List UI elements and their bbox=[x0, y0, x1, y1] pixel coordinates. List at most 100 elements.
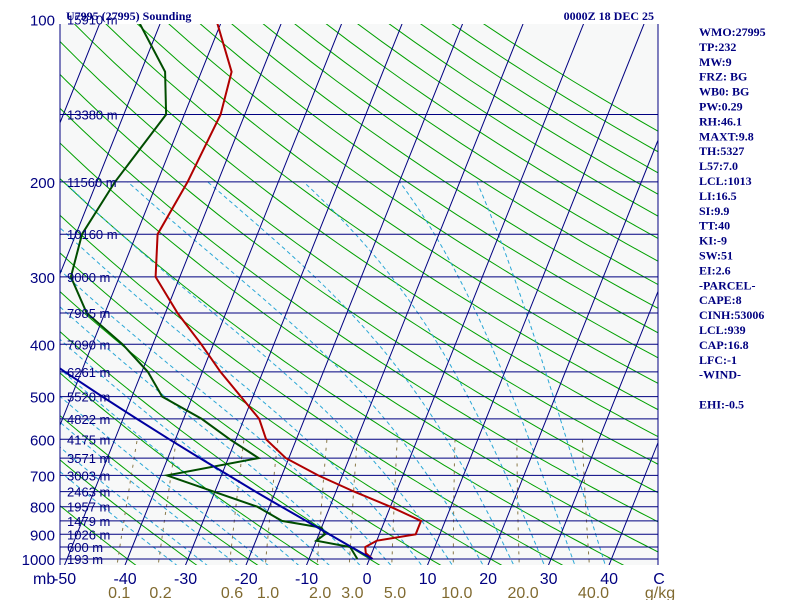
height-label: 600 m bbox=[67, 540, 103, 555]
temperature-tick-label: -40 bbox=[114, 571, 137, 588]
index-item: -PARCEL- bbox=[699, 278, 755, 292]
dry-adiabat bbox=[60, 459, 198, 565]
height-label: 5520 m bbox=[67, 390, 110, 405]
dry-adiabat bbox=[60, 214, 564, 565]
index-item: L57:7.0 bbox=[699, 159, 738, 173]
profile-lines bbox=[60, 24, 423, 560]
index-item: PW:0.29 bbox=[699, 100, 743, 114]
dry-adiabat bbox=[231, 24, 658, 309]
temperature-tick-label: -10 bbox=[295, 571, 318, 588]
temperature-profile bbox=[154, 24, 423, 560]
temperature-tick-label: -30 bbox=[174, 571, 197, 588]
moist-adiabat bbox=[63, 181, 453, 565]
moist-adiabat bbox=[476, 181, 606, 565]
height-label: 1026 m bbox=[67, 527, 110, 542]
parcel-profile bbox=[60, 367, 373, 560]
isotherm bbox=[487, 138, 658, 565]
background-grid bbox=[0, 20, 658, 571]
temperature-unit-label: C bbox=[653, 571, 665, 588]
dry-adiabat bbox=[60, 290, 442, 565]
mixing-ratio-tick-label: 40.0 bbox=[578, 585, 609, 600]
pressure-tick-label: 200 bbox=[30, 175, 55, 192]
height-label: 9000 m bbox=[67, 270, 110, 285]
index-item: FRZ: BG bbox=[699, 70, 747, 84]
mixing-ratio-tick-label: 0.6 bbox=[221, 585, 243, 600]
height-label: 6261 m bbox=[67, 365, 110, 380]
index-item: EHI:-0.5 bbox=[699, 398, 744, 412]
index-item: RH:46.1 bbox=[699, 114, 742, 128]
isotherm bbox=[60, 24, 161, 276]
height-label: 7985 m bbox=[67, 306, 110, 321]
temperature-tick-label: 20 bbox=[479, 571, 497, 588]
mixing-ratio-line bbox=[228, 439, 245, 565]
index-item: LCL:1013 bbox=[699, 174, 752, 188]
dry-adiabat bbox=[60, 142, 658, 553]
index-item: CINH:53006 bbox=[699, 308, 764, 322]
mixing-ratio-tick-label: 20.0 bbox=[508, 585, 539, 600]
index-item: WMO:27995 bbox=[699, 25, 766, 39]
index-item: CAPE:8 bbox=[699, 293, 742, 307]
isotherm bbox=[0, 20, 41, 571]
mixing-ratio-tick-label: 0.2 bbox=[149, 585, 171, 600]
dry-adiabat bbox=[262, 24, 658, 286]
temperature-tick-label: -50 bbox=[53, 571, 76, 588]
index-item: LFC:-1 bbox=[699, 353, 737, 367]
isotherm bbox=[60, 24, 222, 427]
dry-adiabat bbox=[60, 73, 658, 494]
index-item: SI:9.9 bbox=[699, 204, 729, 218]
moist-adiabat bbox=[60, 338, 330, 565]
dry-adiabat bbox=[60, 372, 320, 565]
isotherm bbox=[306, 24, 524, 565]
index-item: SW:51 bbox=[699, 249, 733, 263]
dry-adiabat bbox=[60, 40, 658, 465]
index-item: LCL:939 bbox=[699, 323, 746, 337]
dry-adiabat bbox=[60, 414, 259, 565]
height-label: 11560 m bbox=[67, 175, 117, 190]
mixing-ratio-line bbox=[157, 439, 177, 565]
mixing-ratio-line bbox=[316, 439, 328, 565]
index-item: WB0: BG bbox=[699, 85, 749, 99]
index-item: TH:5327 bbox=[699, 144, 744, 158]
dry-adiabat bbox=[168, 24, 658, 359]
height-label: 15910 m bbox=[67, 13, 118, 28]
pressure-tick-label: 1000 bbox=[22, 552, 55, 569]
mixing-ratio-line bbox=[348, 439, 358, 565]
index-item: EI:2.6 bbox=[699, 263, 731, 277]
mixing-ratio-tick-label: 10.0 bbox=[441, 585, 472, 600]
index-item: MW:9 bbox=[699, 55, 732, 69]
dry-adiabat bbox=[73, 24, 658, 438]
isotherm bbox=[548, 290, 658, 565]
dry-adiabat bbox=[60, 107, 658, 523]
pressure-tick-label: 300 bbox=[30, 270, 55, 287]
isotherm bbox=[366, 24, 585, 565]
mixing-ratio-tick-label: 0.1 bbox=[108, 585, 130, 600]
height-label: 13380 m bbox=[67, 108, 118, 123]
isotherm bbox=[64, 24, 282, 565]
station-title: U7995 (27995) Sounding bbox=[66, 9, 191, 23]
index-item: TT:40 bbox=[699, 219, 730, 233]
pressure-tick-label: 400 bbox=[30, 337, 55, 354]
pressure-tick-label: 900 bbox=[30, 527, 55, 544]
index-item: CAP:16.8 bbox=[699, 338, 749, 352]
plot-area bbox=[60, 24, 658, 565]
mixing-ratio-unit-label: g/kg bbox=[645, 585, 675, 600]
temperature-tick-label: 30 bbox=[540, 571, 558, 588]
pressure-tick-label: 700 bbox=[30, 468, 55, 485]
isotherm bbox=[427, 24, 645, 565]
height-label: 4175 m bbox=[67, 432, 110, 447]
height-label: 4822 m bbox=[67, 412, 110, 427]
moist-adiabat bbox=[60, 269, 392, 565]
moist-adiabat bbox=[303, 181, 545, 565]
dry-adiabat bbox=[199, 24, 658, 334]
height-label: 1479 m bbox=[67, 514, 110, 529]
mixing-ratio-line bbox=[116, 439, 138, 565]
isotherm bbox=[608, 441, 658, 565]
temperature-tick-label: -20 bbox=[235, 571, 258, 588]
pressure-unit-label: mb bbox=[33, 571, 55, 588]
pressure-tick-label: 800 bbox=[30, 500, 55, 517]
isotherm bbox=[60, 24, 101, 125]
index-item: TP:232 bbox=[699, 40, 736, 54]
